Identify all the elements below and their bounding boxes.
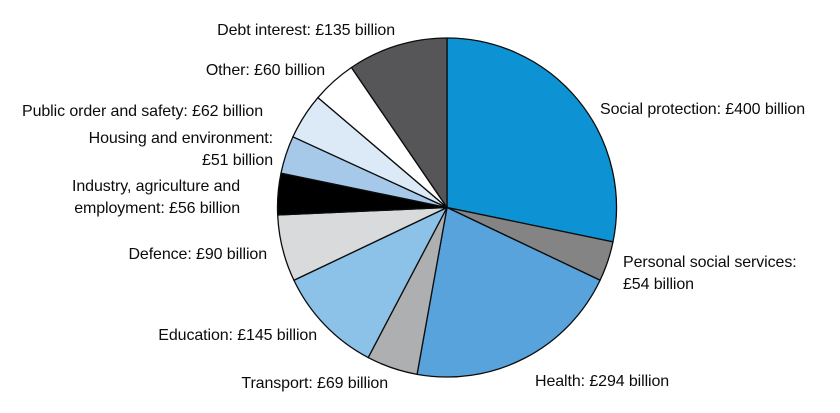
slice-label-line: Education: £145 billion <box>158 327 317 344</box>
pie-slice-health <box>416 206 601 378</box>
slice-label-personal-social-services: Personal social services: £54 billion <box>623 252 797 296</box>
slice-label-public-order-safety: Public order and safety: £62 billion <box>22 101 263 123</box>
slice-label-other: Other: £60 billion <box>206 60 325 82</box>
slice-label-education: Education: £145 billion <box>158 325 317 347</box>
slice-label-line: Other: £60 billion <box>205 62 325 79</box>
pie-slice-social-protection <box>446 37 618 243</box>
pie-slice-education <box>293 206 448 359</box>
slice-label-line: Housing and environment: <box>88 130 273 147</box>
slice-label-line: Transport: £69 billion <box>241 375 388 392</box>
slice-label-health: Health: £294 billion <box>535 371 669 393</box>
slice-label-line: £54 billion <box>623 276 694 293</box>
slice-label-debt-interest: Debt interest: £135 billion <box>217 20 395 42</box>
slice-label-line: Defence: £90 billion <box>128 246 267 263</box>
slice-label-line: employment: £56 billion <box>74 200 240 217</box>
slice-label-housing-environment: Housing and environment: £51 billion <box>89 128 273 172</box>
slice-label-social-protection: Social protection: £400 billion <box>600 99 805 121</box>
slice-label-line: £51 billion <box>202 152 273 169</box>
slice-label-line: Social protection: £400 billion <box>600 101 806 118</box>
pie-slice-debt-interest <box>350 37 448 209</box>
slice-label-line: Industry, agriculture and <box>72 178 240 195</box>
slice-label-line: Personal social services: <box>623 254 797 271</box>
slice-label-line: Debt interest: £135 billion <box>217 22 395 39</box>
slice-label-line: Public order and safety: £62 billion <box>22 103 263 120</box>
slice-label-industry-agriculture-employment: Industry, agriculture and employment: £56… <box>72 176 240 220</box>
slice-label-line: Health: £294 billion <box>535 373 670 390</box>
slice-label-defence: Defence: £90 billion <box>128 244 267 266</box>
slice-label-transport: Transport: £69 billion <box>241 373 388 395</box>
